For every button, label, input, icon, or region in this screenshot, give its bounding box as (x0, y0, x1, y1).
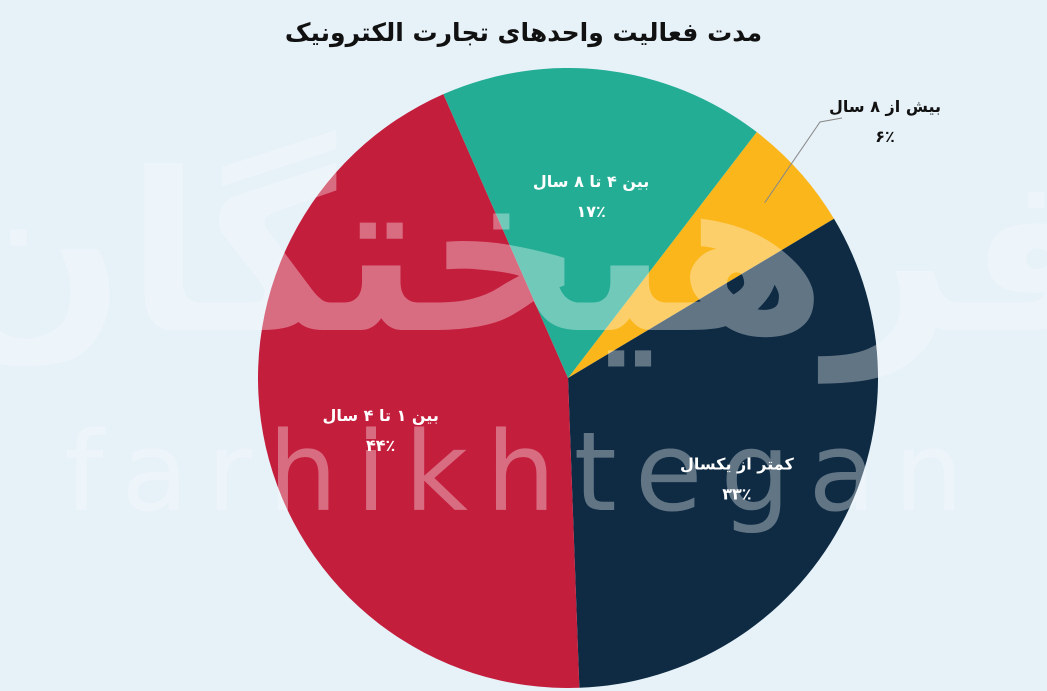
slice-label: بیش از ۸ سال (829, 97, 941, 116)
slice-value-label: ۴۴٪ (366, 436, 395, 455)
slice-label: بین ۴ تا ۸ سال (533, 172, 649, 191)
watermark-fa: فرهیختگان (0, 126, 1047, 384)
slice-label: کمتر از یکسال (680, 455, 795, 474)
pie-slice-3 (443, 68, 757, 379)
chart-title: مدت فعالیت واحدهای تجارت الکترونیک (284, 18, 763, 47)
pie-slice-2 (258, 94, 580, 688)
slice-value-label: ۳۳٪ (722, 485, 751, 504)
slice-value-label: ۶٪ (875, 127, 895, 146)
leader-line (764, 117, 843, 203)
slice-label: بین ۱ تا ۴ سال (322, 406, 438, 425)
pie-slice-1 (568, 218, 878, 688)
pie-slice-0 (568, 132, 835, 378)
slice-value-label: ۱۷٪ (576, 202, 605, 221)
watermark-en: farhikhtegan (65, 408, 982, 536)
